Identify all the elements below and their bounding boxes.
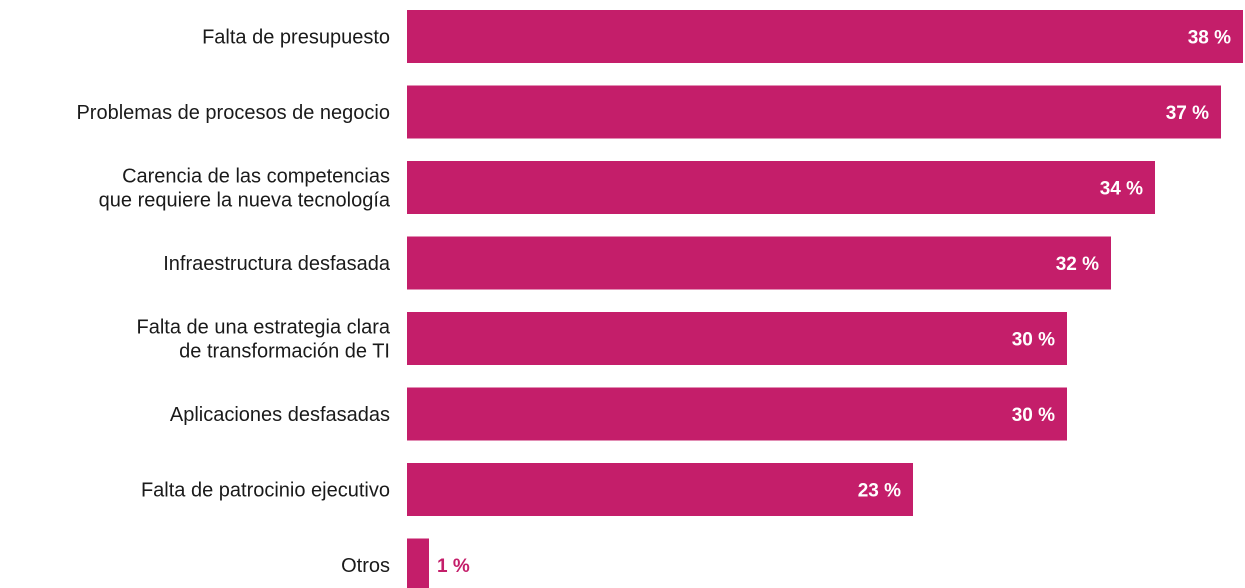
- category-label: Otros: [341, 555, 390, 577]
- category-label: Infraestructura desfasada: [163, 253, 391, 275]
- bar: [407, 312, 1067, 365]
- value-label: 1 %: [437, 556, 470, 577]
- bar: [407, 463, 913, 516]
- category-label-line: que requiere la nueva tecnología: [99, 190, 391, 212]
- category-label: Aplicaciones desfasadas: [170, 404, 390, 426]
- category-labels: Falta de presupuesto Problemas de proceso…: [76, 27, 390, 578]
- category-label-line: de transformación de TI: [179, 341, 390, 363]
- value-label: 38 %: [1188, 28, 1231, 49]
- category-label-line: Infraestructura desfasada: [163, 253, 391, 275]
- category-label: Falta de patrocinio ejecutivo: [141, 480, 390, 502]
- value-label: 34 %: [1100, 179, 1143, 200]
- bar: [407, 10, 1243, 63]
- category-label: Falta de una estrategia clara de transfor…: [137, 317, 391, 363]
- bar: [407, 85, 1221, 139]
- bar: [407, 538, 429, 588]
- bar: [407, 236, 1111, 290]
- category-label-line: Problemas de procesos de negocio: [76, 102, 390, 124]
- category-label-line: Falta de presupuesto: [202, 27, 390, 49]
- value-label: 37 %: [1166, 103, 1209, 124]
- category-label-line: Carencia de las competencias: [122, 166, 390, 188]
- category-label-line: Aplicaciones desfasadas: [170, 404, 390, 426]
- value-label: 32 %: [1056, 254, 1099, 275]
- category-label: Problemas de procesos de negocio: [76, 102, 390, 124]
- category-label-line: Otros: [341, 555, 390, 577]
- value-label: 30 %: [1012, 405, 1055, 426]
- bar: [407, 161, 1155, 214]
- value-label: 30 %: [1012, 330, 1055, 351]
- category-label-line: Falta de una estrategia clara: [137, 317, 391, 339]
- value-label: 23 %: [858, 481, 901, 502]
- value-labels: 38 % 37 % 34 % 32 % 30 % 30 % 23 % 1 %: [437, 28, 1231, 578]
- category-label-line: Falta de patrocinio ejecutivo: [141, 480, 390, 502]
- category-label: Carencia de las competencias que requiere…: [99, 166, 391, 212]
- bars: [407, 10, 1243, 588]
- category-label: Falta de presupuesto: [202, 27, 390, 49]
- bar: [407, 387, 1067, 441]
